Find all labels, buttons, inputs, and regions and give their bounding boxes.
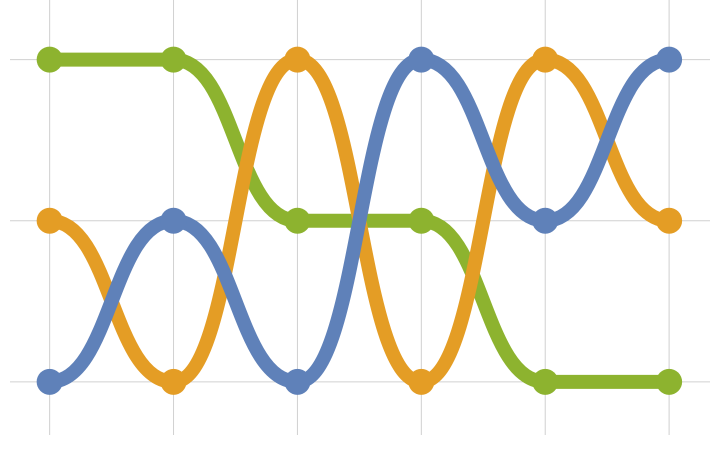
point-marker <box>160 368 187 395</box>
point-marker <box>656 368 683 395</box>
point-marker <box>532 207 559 234</box>
point-marker <box>160 46 187 73</box>
point-marker <box>408 46 435 73</box>
point-marker <box>656 207 683 234</box>
point-marker <box>36 368 63 395</box>
point-marker <box>532 368 559 395</box>
point-marker <box>408 368 435 395</box>
point-marker <box>284 368 311 395</box>
point-marker <box>160 207 187 234</box>
point-marker <box>36 46 63 73</box>
series-line <box>42 52 677 389</box>
point-marker <box>284 207 311 234</box>
point-marker <box>532 46 559 73</box>
point-marker <box>408 207 435 234</box>
point-marker <box>36 207 63 234</box>
point-marker <box>656 46 683 73</box>
point-marker <box>284 46 311 73</box>
